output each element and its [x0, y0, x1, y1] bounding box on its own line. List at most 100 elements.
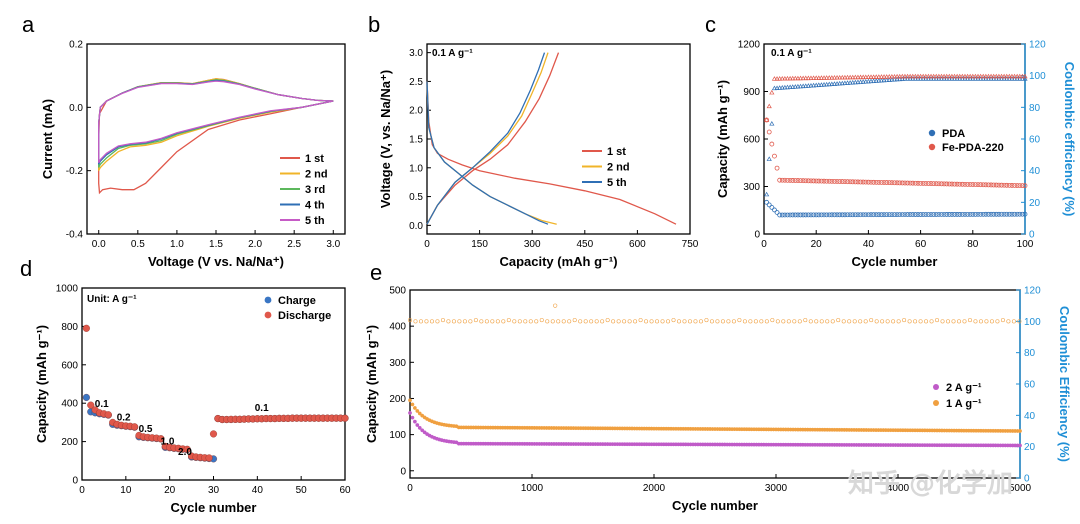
capacity-point [868, 212, 874, 218]
capacity-point [787, 178, 793, 183]
y-tick-label: 200 [389, 394, 406, 405]
capacity-point [839, 179, 845, 184]
ce-point [512, 319, 517, 324]
x-tick-label: 2000 [643, 483, 666, 494]
ce-point [904, 73, 911, 79]
y-tick-label: 600 [743, 135, 760, 146]
capacity-point [946, 181, 952, 187]
ce-point [857, 74, 864, 80]
capacity-point [993, 211, 999, 217]
capacity-point [894, 180, 900, 186]
capacity-point [923, 212, 929, 217]
x-tick-label: 1.0 [170, 239, 184, 250]
series-line-2nd [98, 78, 334, 171]
capacity-point [954, 181, 960, 187]
ce-point [808, 75, 814, 81]
panel-label: e [370, 260, 382, 285]
ce-point [886, 74, 892, 79]
capacity-point [1009, 211, 1015, 217]
ce-point [1004, 76, 1010, 81]
ce-point [561, 319, 566, 324]
ce-point [818, 82, 825, 87]
ce-point [821, 75, 827, 80]
ce-point [996, 76, 1002, 81]
capacity-point [928, 181, 934, 186]
x-tick-label: 60 [339, 485, 351, 496]
capacity-point [766, 202, 772, 208]
legend-marker [928, 129, 936, 137]
rate-label: 0.5 [139, 424, 153, 435]
capacity-point [871, 212, 877, 218]
capacity-point [970, 182, 976, 187]
capacity-point [852, 179, 858, 185]
discharge-curve [426, 81, 549, 225]
capacity-point [886, 212, 892, 218]
capacity-point [907, 212, 913, 217]
ce-point [816, 82, 822, 87]
y-tick-label: 3.0 [409, 48, 423, 59]
panel-e: 0 1000 2000 3000 4000 50000100200300400500Cyc… [364, 260, 1072, 513]
ce-point [769, 89, 775, 95]
y2-tick-label: 60 [1029, 135, 1041, 146]
capacity-point [1017, 183, 1023, 188]
capacity-point [965, 211, 970, 217]
legend-label: 1 A g⁻¹ [946, 398, 982, 410]
capacity-point [892, 180, 897, 186]
ce-point [894, 76, 900, 82]
ce-point [918, 319, 923, 324]
ce-point [946, 73, 952, 79]
x-tick-label: 4000 [887, 483, 910, 494]
capacity-point [936, 181, 942, 187]
capacity-point [792, 178, 798, 183]
capacity-point [962, 212, 968, 217]
legend-marker [264, 311, 272, 319]
ce-point [671, 318, 676, 323]
ce-point [1009, 76, 1015, 81]
y2-tick-label: 100 [1029, 71, 1046, 82]
ce-point [479, 319, 484, 324]
capacity-point [986, 182, 991, 188]
y2-tick-label: 20 [1024, 442, 1036, 453]
x-tick-label: 300 [524, 239, 541, 250]
ce-point [899, 76, 905, 81]
capacity-point [918, 212, 923, 217]
y-tick-label: 100 [389, 430, 406, 441]
capacity-point [973, 211, 978, 217]
y-axis-title: Voltage (V, vs. Na/Na⁺) [378, 70, 393, 208]
ce-point [824, 81, 830, 87]
capacity-point [821, 212, 827, 218]
ce-point [915, 76, 921, 81]
ce-point [933, 76, 939, 81]
ce-point [980, 76, 986, 81]
ce-point [985, 76, 992, 81]
y-tick-label: 2.0 [409, 106, 423, 117]
capacity-point [832, 179, 837, 184]
x-tick-label: 600 [629, 239, 646, 250]
y-tick-label: -0.4 [66, 230, 84, 241]
capacity-point [907, 180, 913, 186]
capacity-point [795, 178, 801, 183]
y-axis-title: Current (mA) [40, 99, 55, 179]
ce-point [829, 75, 835, 80]
ce-point [993, 73, 999, 79]
ce-point [803, 318, 808, 323]
x-tick-label: 30 [208, 485, 220, 496]
ce-point [803, 75, 809, 81]
ce-point [985, 73, 992, 79]
capacity-point [905, 212, 910, 217]
capacity-point [829, 212, 835, 218]
charge-curve [426, 52, 560, 225]
ce-point [935, 318, 940, 323]
ce-point [774, 85, 780, 90]
capacity-point [811, 212, 816, 218]
capacity-point [855, 179, 861, 185]
capacity-point [858, 179, 863, 185]
capacity-point [1006, 182, 1012, 188]
ce-point [917, 76, 924, 81]
ce-point [991, 76, 997, 81]
capacity-point [834, 212, 840, 218]
capacity-point [920, 181, 926, 186]
current-density-label: 0.1 A g⁻¹ [771, 48, 812, 59]
legend-label: 5 th [305, 215, 325, 227]
ce-point [451, 319, 456, 324]
